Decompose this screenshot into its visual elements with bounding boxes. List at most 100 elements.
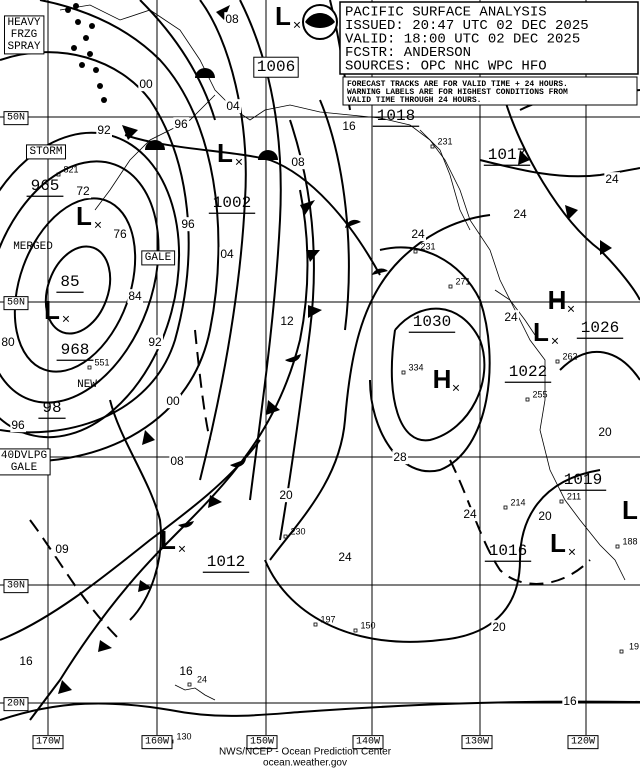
- center-marker: ×: [551, 333, 559, 349]
- footer-line: NWS/NCEP - Ocean Prediction Center: [219, 747, 392, 758]
- isobar-label-bg: [165, 394, 181, 409]
- isobar-label-bg: [278, 488, 294, 503]
- warning-box: [0, 448, 51, 476]
- warning-label: SPRAY: [7, 41, 40, 53]
- warning-box: [25, 144, 67, 160]
- center-pressure: 1030: [413, 313, 451, 331]
- isobar-label: 16: [19, 654, 33, 668]
- isobar-label: 92: [97, 123, 111, 137]
- fronts: [29, 5, 640, 721]
- latitude-label: 50N: [7, 113, 25, 124]
- station-label: 24: [197, 674, 207, 684]
- isobar-label-bg: [279, 314, 295, 329]
- isobar-label-bg: [96, 123, 112, 138]
- center-marker: ×: [62, 311, 70, 327]
- pressure-center: L: [76, 201, 92, 231]
- isobar-label-bg: [512, 207, 528, 222]
- isobar-label: 09: [55, 542, 69, 556]
- warning-label: HEAVY: [7, 17, 40, 29]
- station-marker: [313, 622, 318, 627]
- center-marker: ×: [178, 541, 186, 557]
- isobar-label-bg: [597, 425, 613, 440]
- isobar-label: 80: [1, 335, 15, 349]
- isobar-label: 24: [411, 227, 425, 241]
- note-line: VALID TIME THROUGH 24 HOURS.: [347, 96, 481, 105]
- station-marker: [448, 284, 453, 289]
- station-marker: [413, 249, 418, 254]
- pressure-center: L: [622, 495, 638, 525]
- isobar-label: 24: [605, 172, 619, 186]
- center-pressure: 1016: [489, 542, 527, 560]
- isobar-label-bg: [169, 454, 185, 469]
- isobar-label-bg: [10, 418, 26, 433]
- longitude-label: 150W: [250, 737, 274, 748]
- isobar-label-bg: [138, 77, 154, 92]
- station-label: 130: [176, 731, 191, 741]
- longitude-label-box: [352, 735, 384, 750]
- center-marker: ×: [293, 17, 301, 33]
- warning-label: NEW: [77, 379, 97, 391]
- latitude-label-box: [3, 111, 29, 126]
- isobar-label-bg: [180, 217, 196, 232]
- isobar-label-bg: [219, 247, 235, 262]
- isobar-label: 16: [179, 664, 193, 678]
- isobar-label: 00: [166, 394, 180, 408]
- center-pressure: 1002: [213, 194, 251, 212]
- center-pressure: 85: [60, 273, 79, 291]
- isobar-label: 84: [128, 289, 142, 303]
- isobar-label: 16: [342, 119, 356, 133]
- isobar-label: 92: [148, 335, 162, 349]
- latitude-label: 50N: [7, 298, 25, 309]
- pressure-center: H: [548, 285, 567, 315]
- pressure-center: L: [44, 295, 60, 325]
- latitude-label-box: [3, 296, 29, 311]
- station-label: 231: [437, 136, 452, 146]
- latitude-label-box: [3, 697, 29, 712]
- isobar-label-bg: [537, 509, 553, 524]
- isobar-label-bg: [462, 507, 478, 522]
- station-marker: [187, 682, 192, 687]
- isobar-label: 24: [338, 550, 352, 564]
- station-marker: [503, 505, 508, 510]
- center-pressure: 98: [42, 399, 61, 417]
- longitude-label: 140W: [356, 737, 380, 748]
- warning-label: GALE: [145, 252, 172, 264]
- header-line: VALID: 18:00 UTC 02 DEC 2025: [345, 32, 580, 48]
- isobar-label: 20: [598, 425, 612, 439]
- isobar-label-bg: [127, 289, 143, 304]
- longitude-label: 120W: [571, 737, 595, 748]
- center-pressure-box: [253, 56, 299, 78]
- isobar-label: 72: [76, 184, 90, 198]
- isobar-label: 08: [291, 155, 305, 169]
- station-label: 551: [94, 357, 109, 367]
- warning-box: [3, 15, 45, 55]
- longitude-label-box: [32, 735, 64, 750]
- warning-label: FRZG: [11, 29, 37, 41]
- graticule: [0, 0, 640, 735]
- station-label: 271: [455, 276, 470, 286]
- isobar-label-bg: [112, 227, 128, 242]
- center-pressure: 968: [61, 341, 90, 359]
- isobar-label: 20: [492, 620, 506, 634]
- note-box: [342, 76, 638, 106]
- warning-label: STORM: [29, 146, 62, 158]
- center-pressure: 1019: [564, 471, 602, 489]
- warning-label: 40DVLPG: [1, 450, 47, 462]
- isobar-label: 16: [563, 694, 577, 708]
- center-pressure: 1017: [488, 146, 526, 164]
- longitude-label-box: [246, 735, 278, 750]
- station-marker: [353, 628, 358, 633]
- pressure-center: L: [217, 138, 233, 168]
- station-label: 211: [567, 491, 581, 501]
- station-label: 19: [629, 641, 639, 651]
- longitude-label: 170W: [36, 737, 60, 748]
- longitude-label-box: [567, 735, 599, 750]
- isobar-label: 04: [226, 99, 240, 113]
- isobar-label-bg: [75, 184, 91, 199]
- isobar-label-bg: [604, 172, 620, 187]
- center-pressure: 1026: [581, 319, 619, 337]
- center-pressure: 965: [31, 177, 60, 195]
- isobar-label-bg: [18, 654, 34, 669]
- station-label: 214: [510, 497, 525, 507]
